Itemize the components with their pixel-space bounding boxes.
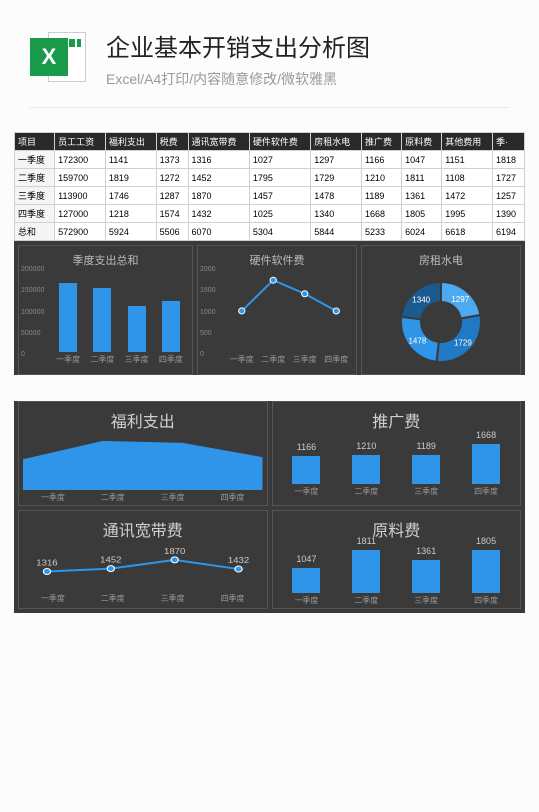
table-header: 通讯宽带费 — [188, 133, 249, 151]
svg-text:1729: 1729 — [454, 339, 472, 348]
svg-text:1478: 1478 — [408, 336, 426, 345]
chart-grid: 季度支出总和 200000150000100000500000 一季度二季度三季… — [14, 241, 525, 613]
table-header: 原料费 — [402, 133, 442, 151]
chart-title: 硬件软件费 — [202, 252, 352, 268]
page-subtitle: Excel/A4打印/内容随意修改/微软雅黑 — [106, 69, 370, 89]
bar — [59, 283, 77, 352]
table-header: 推广费 — [362, 133, 402, 151]
chart-title: 推广费 — [277, 408, 517, 432]
bar: 1189 — [412, 455, 440, 484]
header: X 企业基本开销支出分析图 Excel/A4打印/内容随意修改/微软雅黑 — [0, 0, 539, 107]
chart-rent: 房租水电 1297 1729 1478 1340 — [361, 245, 521, 375]
chart-broadband: 通讯宽带费 1316145218701432 一季度二季度三季度四季度 — [18, 510, 268, 609]
bar — [128, 306, 146, 352]
title-block: 企业基本开销支出分析图 Excel/A4打印/内容随意修改/微软雅黑 — [106, 28, 370, 89]
bar: 1166 — [292, 456, 320, 484]
bar — [93, 288, 111, 352]
svg-text:1432: 1432 — [228, 556, 249, 565]
chart-title: 通讯宽带费 — [23, 517, 263, 541]
table-header: 员工工资 — [55, 133, 106, 151]
table-header: 项目 — [15, 133, 55, 151]
chart-material: 原料费 1047181113611805 一季度二季度三季度四季度 — [272, 510, 522, 609]
table-header: 福利支出 — [105, 133, 156, 151]
data-table: 项目员工工资福利支出税费通讯宽带费硬件软件费房租水电推广费原料费其他费用季·一季… — [14, 132, 525, 241]
table-header: 其他费用 — [442, 133, 493, 151]
table-header: 季· — [493, 133, 525, 151]
chart-title: 季度支出总和 — [23, 252, 188, 268]
page-title: 企业基本开销支出分析图 — [106, 28, 370, 63]
divider — [30, 107, 509, 108]
table-header: 硬件软件费 — [249, 133, 310, 151]
bar: 1361 — [412, 560, 440, 593]
bar — [162, 301, 180, 352]
spreadsheet-preview: 项目员工工资福利支出税费通讯宽带费硬件软件费房租水电推广费原料费其他费用季·一季… — [14, 132, 525, 613]
bar: 1210 — [352, 455, 380, 484]
table-row: 一季度1723001141137313161027129711661047115… — [15, 151, 525, 169]
chart-total: 季度支出总和 200000150000100000500000 一季度二季度三季… — [18, 245, 193, 375]
table-row: 四季度1270001218157414321025134016681805199… — [15, 205, 525, 223]
table-row: 总和57290059245506607053045844523360246618… — [15, 223, 525, 241]
chart-hardware: 硬件软件费 2000150010005000 一季度二季度三季度四季度 — [197, 245, 357, 375]
table-header: 房租水电 — [311, 133, 362, 151]
bar: 1047 — [292, 568, 320, 593]
excel-icon: X — [30, 28, 88, 86]
svg-text:1870: 1870 — [164, 547, 185, 556]
chart-title: 房租水电 — [366, 252, 516, 268]
svg-text:1316: 1316 — [36, 558, 57, 567]
chart-welfare: 福利支出 一季度二季度三季度四季度 — [18, 401, 268, 506]
bar: 1668 — [472, 444, 500, 484]
table-row: 二季度1597001819127214521795172912101811110… — [15, 169, 525, 187]
bar: 1805 — [472, 550, 500, 593]
chart-promo: 推广费 1166121011891668 一季度二季度三季度四季度 — [272, 401, 522, 506]
chart-title: 福利支出 — [23, 408, 263, 432]
svg-text:1297: 1297 — [451, 295, 469, 304]
table-header: 税费 — [156, 133, 188, 151]
svg-text:1452: 1452 — [100, 555, 121, 564]
table-row: 三季度1139001746128718701457147811891361147… — [15, 187, 525, 205]
svg-text:1340: 1340 — [412, 295, 430, 304]
bar: 1811 — [352, 550, 380, 593]
